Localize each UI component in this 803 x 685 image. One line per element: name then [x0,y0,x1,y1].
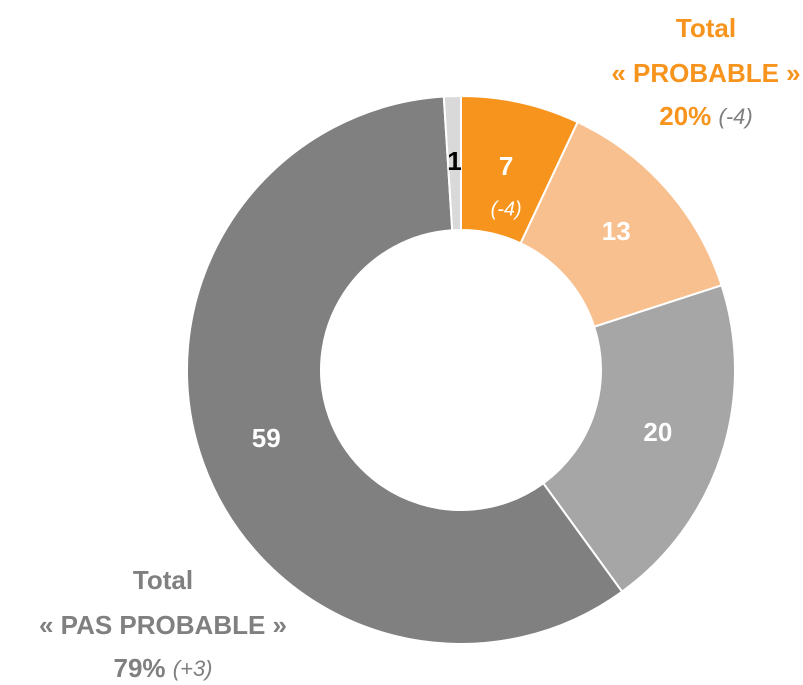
annotation-total: 20% (-4) [659,101,753,131]
annotation-value: 20% [659,101,711,131]
data-label: 59 [252,423,281,453]
data-label: 1 [447,146,461,176]
annotation-change: (+3) [173,656,213,681]
annotation-value: 79% [113,653,165,683]
donut-slice [519,120,723,328]
slice-note: (-4) [491,198,522,220]
donut-slice [541,284,736,594]
data-label: 20 [643,417,672,447]
annotation-total: 79% (+3) [113,653,212,683]
data-label: 13 [602,216,631,246]
annotation-line: Total [133,565,193,595]
donut-slice [186,95,624,645]
annotation-line: Total [676,13,736,43]
data-label: 7 [499,151,513,181]
donut-slice [442,94,462,232]
annotation-line: « PAS PROBABLE » [39,610,287,640]
annotation-change: (-4) [719,104,753,129]
annotation-line: « PROBABLE » [611,58,800,88]
